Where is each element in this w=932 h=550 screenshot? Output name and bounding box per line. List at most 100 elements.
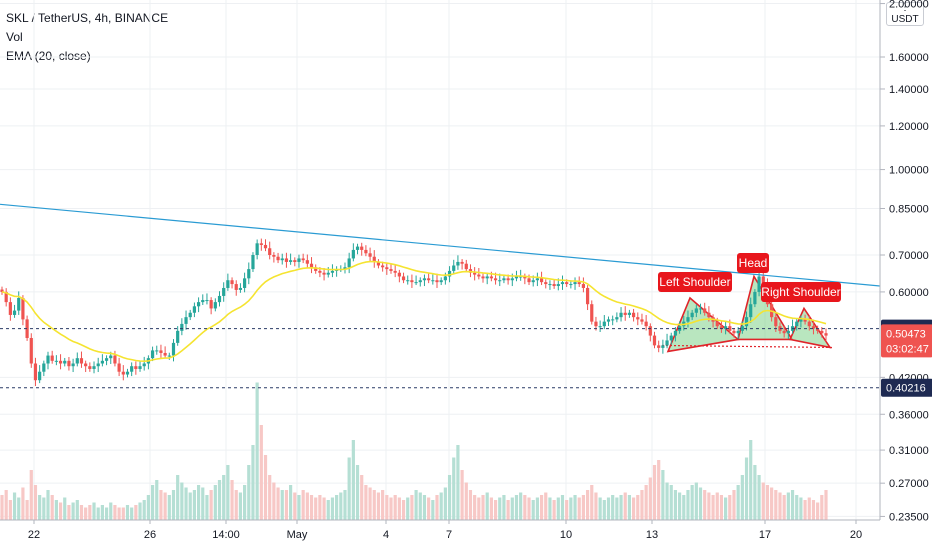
annotation-box — [761, 282, 841, 302]
volume-bar — [790, 490, 795, 520]
time-tick-label: May — [287, 529, 308, 541]
candle-body — [117, 363, 121, 372]
volume-bar — [447, 475, 452, 520]
volume-bar — [159, 490, 163, 520]
volume-bar — [263, 455, 268, 520]
candle-body — [761, 276, 765, 285]
candle-body — [452, 265, 456, 271]
volume-bar — [493, 500, 498, 520]
candle-body — [799, 319, 803, 322]
candle-body — [376, 261, 381, 266]
volume-bar — [355, 465, 360, 520]
candle-body — [619, 312, 623, 318]
volume-bar — [171, 490, 176, 520]
volume-bar — [176, 475, 180, 520]
price-tick-label: 2.00000 — [889, 0, 929, 11]
volume-bar — [744, 457, 749, 520]
candle-body — [4, 291, 8, 303]
candle-body — [100, 360, 104, 364]
candle-body — [67, 360, 71, 367]
candle-body — [268, 248, 272, 255]
candle-body — [251, 255, 255, 270]
annotation-box — [658, 272, 732, 292]
volume-bar — [456, 445, 460, 520]
volume-bar — [117, 507, 121, 520]
candle-body — [477, 274, 481, 277]
volume-bar — [460, 470, 464, 520]
candle-body — [322, 272, 326, 275]
volume-bar — [351, 440, 355, 520]
price-tick-label: 1.20000 — [889, 121, 929, 133]
candle-body — [715, 321, 719, 327]
chart-overlays: Left Shoulder Head Right Shoulder — [0, 203, 881, 389]
candle-body — [109, 355, 113, 359]
volume-bar — [393, 495, 397, 520]
candle-body — [355, 246, 360, 250]
volume-bar — [523, 495, 527, 520]
volume-bar — [473, 495, 477, 520]
price-tick-label: 1.00000 — [889, 165, 929, 177]
volume-bar — [761, 482, 765, 520]
volume-bar — [280, 490, 284, 520]
candle-body — [606, 319, 611, 322]
candle-body — [330, 270, 335, 273]
volume-bar — [678, 492, 682, 520]
time-tick-label: 10 — [560, 529, 572, 541]
candle-body — [565, 282, 569, 285]
volume-bar — [217, 480, 222, 520]
volume-bar — [255, 382, 259, 520]
volume-bar — [289, 485, 293, 520]
candle-body — [527, 278, 531, 283]
candle-body — [447, 270, 452, 277]
candle-body — [493, 278, 498, 281]
candle-body — [531, 280, 535, 283]
volume-bar — [631, 497, 636, 520]
legend-symbol[interactable]: SKL / TetherUS, 4h, BINANCE — [6, 11, 169, 25]
candle-body — [150, 350, 155, 359]
volume-bar — [376, 492, 381, 520]
time-tick-label: 22 — [28, 529, 40, 541]
candle-body — [180, 323, 184, 331]
volume-bar — [527, 497, 531, 520]
price-tick-label: 0.27000 — [889, 478, 929, 490]
volume-bar — [0, 495, 4, 520]
volume-bar — [519, 492, 523, 520]
candle-body — [360, 246, 364, 250]
candle-body — [234, 284, 238, 290]
candle-body — [318, 270, 322, 273]
candle-body — [535, 278, 539, 281]
time-tick-label: 14:00 — [212, 529, 240, 541]
volume-bar — [414, 490, 418, 520]
candle-body — [439, 280, 443, 283]
volume-bar — [401, 500, 406, 520]
legend-volume[interactable]: Vol — [6, 30, 23, 44]
volume-bar — [661, 470, 665, 520]
volume-bar — [8, 500, 12, 520]
volume-bar — [29, 470, 33, 520]
candle-body — [8, 302, 12, 315]
volume-bar — [142, 500, 146, 520]
candle-body — [740, 326, 744, 331]
time-tick-label: 4 — [383, 529, 389, 541]
volume-bar — [606, 497, 611, 520]
candlesticks — [0, 238, 828, 387]
candle-body — [326, 272, 330, 275]
volume-bar — [816, 502, 820, 520]
candle-body — [46, 355, 50, 364]
volume-bar — [443, 487, 447, 520]
volume-bar — [418, 492, 422, 520]
volume-bar — [155, 480, 159, 520]
candle-body — [724, 326, 728, 329]
candle-body — [707, 312, 711, 318]
volume-bar — [565, 500, 569, 520]
candle-body — [577, 282, 581, 285]
volume-bar — [560, 495, 565, 520]
legend-ema[interactable]: EMA (20, close) — [6, 49, 91, 63]
volume-bar — [17, 497, 21, 520]
currency-unit-badge[interactable]: ⋮ USDT — [886, 2, 924, 26]
candle-body — [803, 319, 807, 322]
volume-bar — [539, 495, 544, 520]
candle-body — [732, 330, 736, 334]
candle-body — [230, 280, 234, 285]
